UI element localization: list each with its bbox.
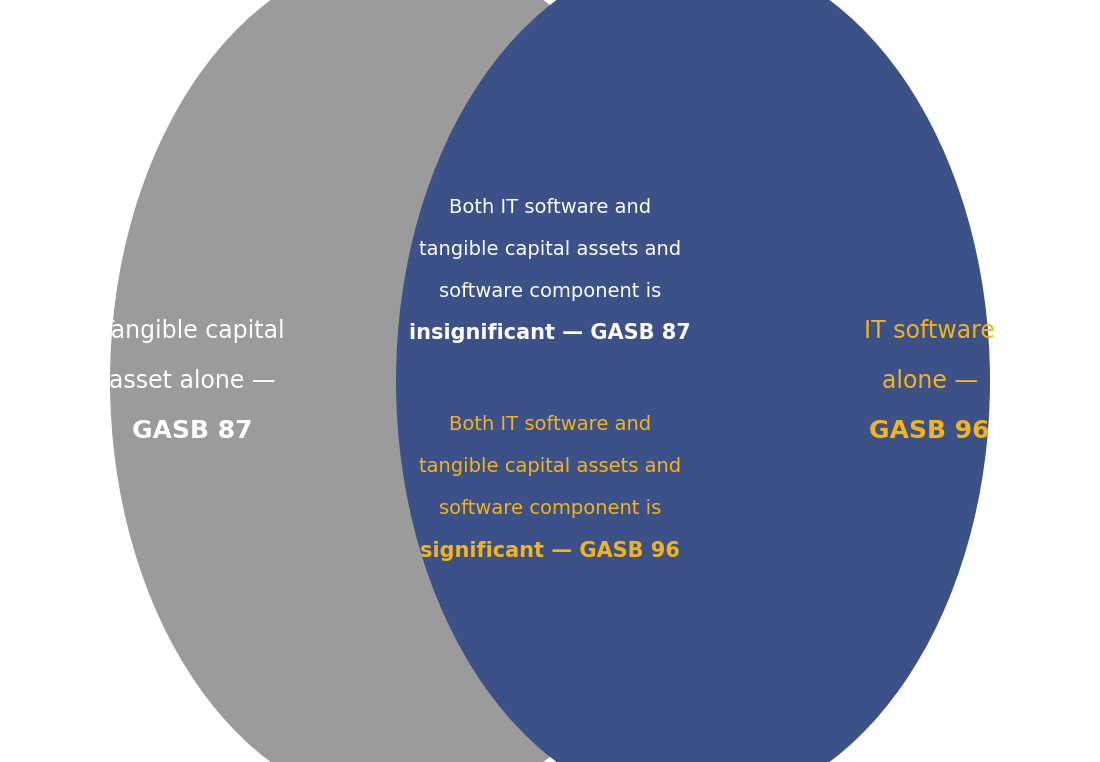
Text: Both IT software and: Both IT software and <box>449 415 651 434</box>
Text: GASB 96: GASB 96 <box>869 418 990 443</box>
Text: software component is: software component is <box>439 282 661 301</box>
Text: Tangible capital: Tangible capital <box>100 319 285 344</box>
Ellipse shape <box>110 0 704 762</box>
Text: software component is: software component is <box>439 499 661 518</box>
Text: insignificant — GASB 87: insignificant — GASB 87 <box>409 323 691 344</box>
Text: tangible capital assets and: tangible capital assets and <box>419 240 681 259</box>
Text: IT software: IT software <box>865 319 994 344</box>
Text: Both IT software and: Both IT software and <box>449 198 651 217</box>
Text: alone —: alone — <box>881 369 978 393</box>
Text: GASB 87: GASB 87 <box>132 418 253 443</box>
Text: tangible capital assets and: tangible capital assets and <box>419 457 681 476</box>
Ellipse shape <box>396 0 990 762</box>
Text: asset alone —: asset alone — <box>109 369 276 393</box>
Text: significant — GASB 96: significant — GASB 96 <box>420 540 680 561</box>
